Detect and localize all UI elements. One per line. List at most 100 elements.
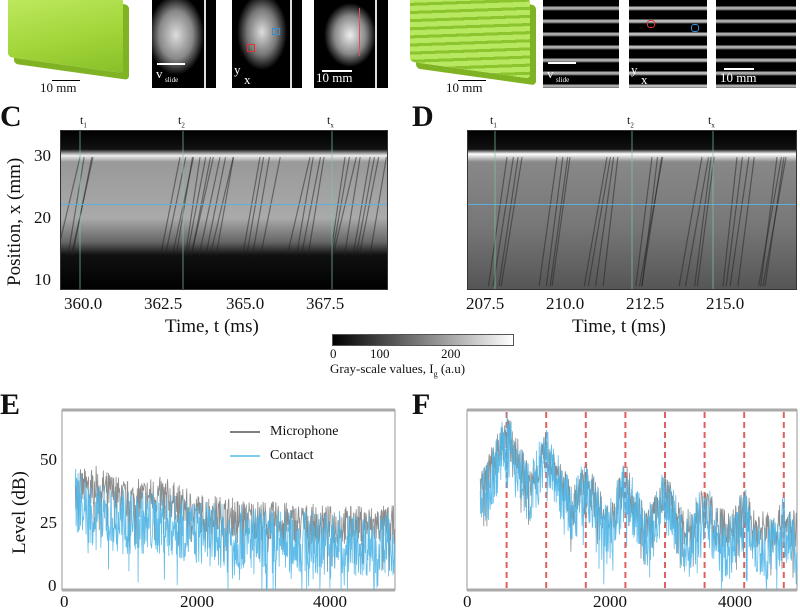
legend: Microphone Contact [230,424,338,464]
scale-label: 10 mm [40,80,77,95]
scale-bar [458,80,486,81]
f-xtick: 2000 [593,592,627,611]
rupture-streak [67,156,85,256]
axis-y-label: y [234,62,241,77]
panel-d-label: D [412,100,434,133]
f-xtick: 0 [463,592,472,611]
axis-y-label: y [631,62,638,77]
rupture-streak [307,156,325,256]
rupture-streak [260,156,281,256]
c-xtick: 367.5 [306,294,345,313]
scale-bar [52,80,80,81]
rupture-streak [369,156,387,256]
rupture-streak [635,157,653,287]
rupture-streak [492,156,515,287]
image-scale-label: 10 mm [316,70,353,85]
e-ylabel: Level (dB) [9,471,30,554]
panel-b-image-3: 10 mm [716,0,796,88]
rupture-streak [729,156,750,287]
rupture-streak [251,156,271,256]
c-marker-tx: tx [327,113,334,130]
rupture-streak [696,156,715,287]
rupture-streak [295,156,314,256]
scale-label: 10 mm [446,80,483,95]
c-marker-t2: t2 [178,113,185,130]
plot-frame [467,130,797,290]
e-ytick: 0 [48,576,57,595]
c-marker-t1: t1 [80,113,87,130]
colorbar-tick: 100 [370,346,390,361]
rupture-streak [760,157,778,287]
rupture-streak [70,156,94,256]
c-ytick: 30 [34,146,51,165]
rupture-streak [722,157,738,287]
rupture-streak [198,156,221,256]
series-contact [74,468,396,591]
rupture-streak [487,156,508,287]
panel-a-sample-block [8,0,123,74]
rupture-streak [343,156,361,256]
c-ytick: 20 [34,208,51,227]
f-xtick: 4000 [718,592,752,611]
colorbar-tick: 0 [330,346,337,361]
d-xtick: 207.5 [466,294,505,313]
d-xtick: 210.0 [546,294,585,313]
rupture-streak [737,157,755,287]
kymograph-c [60,130,388,290]
panel-b-grooved-block [410,0,530,79]
spectrum-f [466,408,798,592]
rupture-streak [757,156,783,287]
rupture-streak [246,156,265,256]
d-xlabel: Time, t (ms) [572,316,666,337]
panel-b-image-1: v slide [543,0,619,88]
rupture-streak [190,156,212,256]
e-ytick: 50 [40,450,57,469]
d-marker-t2: t2 [627,113,634,130]
d-marker-t1: t1 [490,113,497,130]
colorbar [332,334,514,346]
velocity-label: v [547,66,554,81]
rupture-streak [209,156,234,256]
c-ylabel: Position, x (mm) [4,157,25,286]
d-xtick: 212.5 [626,294,665,313]
rupture-streak [694,157,712,287]
axis-x-label: x [244,72,251,87]
e-xtick: 2000 [180,592,214,611]
c-xtick: 365.0 [226,294,265,313]
rupture-streak [538,156,558,287]
spectrum-e [61,408,396,592]
rupture-streak [331,156,351,256]
legend-item-microphone: Microphone [230,424,338,440]
rupture-streak [594,156,615,287]
panel-a-image-1: v slide [152,0,216,88]
rupture-streak [300,156,322,256]
rupture-streak [684,156,710,287]
panel-c-label: C [0,100,22,133]
axis-x-label: x [641,72,648,87]
rupture-streak [551,156,571,287]
image-scale-label: 10 mm [720,70,757,85]
rupture-streak [638,156,664,287]
c-xtick: 362.5 [144,294,183,313]
d-xtick: 215.0 [706,294,745,313]
rupture-streak [762,156,787,287]
rupture-streak [583,156,608,287]
rupture-streak [500,156,523,287]
rupture-streak [498,156,519,287]
c-xtick: 360.0 [64,294,103,313]
panel-e-label: E [0,388,21,421]
c-ytick: 10 [34,270,51,289]
velocity-subscript: slide [165,76,179,84]
rupture-streak [358,156,380,256]
rupture-streak [159,156,181,256]
series-contact [479,413,798,591]
legend-item-contact: Contact [230,448,338,464]
rupture-streak [549,156,569,287]
rupture-streak [678,156,703,287]
rupture-streak [184,156,201,256]
rupture-streak [205,156,227,256]
rupture-streak [352,156,371,256]
e-ytick: 25 [40,513,57,532]
